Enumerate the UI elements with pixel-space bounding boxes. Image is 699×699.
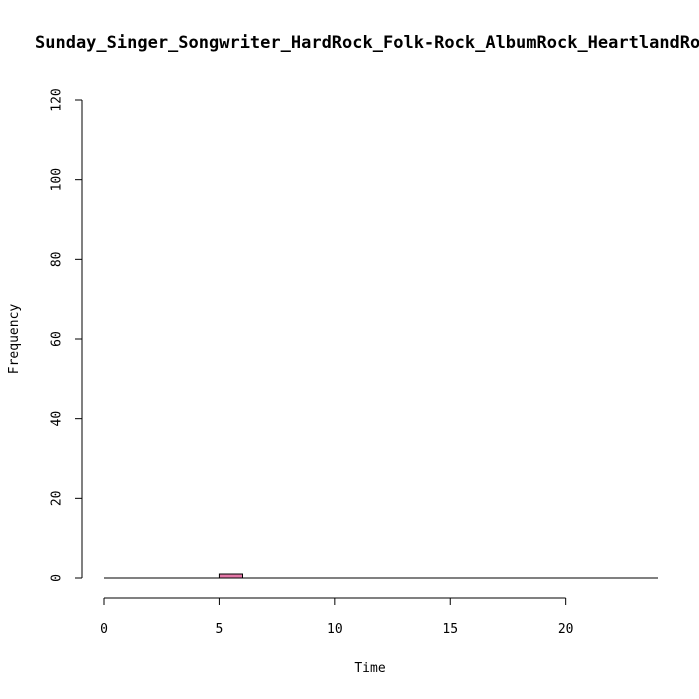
y-axis: 0 20 40 60 80 100 120 bbox=[50, 88, 83, 582]
x-tick-label: 5 bbox=[216, 622, 224, 637]
y-tick-label: 80 bbox=[50, 252, 65, 268]
y-tick-label: 40 bbox=[50, 411, 65, 427]
x-tick-label: 20 bbox=[558, 622, 574, 637]
y-tick-label: 120 bbox=[50, 88, 65, 111]
histogram-bar bbox=[218, 573, 244, 579]
y-tick-label: 60 bbox=[50, 331, 65, 347]
x-axis-label: Time bbox=[354, 661, 385, 676]
y-tick-label: 100 bbox=[50, 168, 65, 191]
chart-title: Sunday_Singer_Songwriter_HardRock_Folk-R… bbox=[35, 33, 699, 53]
x-tick-label: 10 bbox=[327, 622, 343, 637]
y-tick-label: 20 bbox=[50, 491, 65, 507]
y-axis-label: Frequency bbox=[7, 304, 22, 375]
bars-group bbox=[104, 573, 658, 579]
x-axis: 0 5 10 15 20 bbox=[100, 597, 574, 637]
x-tick-label: 0 bbox=[100, 622, 108, 637]
y-tick-label: 0 bbox=[50, 574, 65, 582]
x-tick-label: 15 bbox=[442, 622, 458, 637]
